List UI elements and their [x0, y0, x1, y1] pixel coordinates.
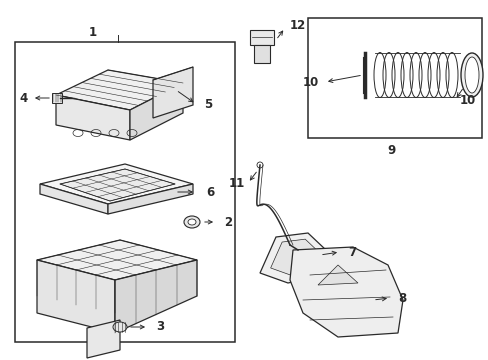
Bar — [253, 45, 269, 63]
Text: 4: 4 — [20, 91, 28, 104]
Text: 7: 7 — [347, 246, 355, 258]
Bar — [249, 30, 273, 45]
Text: 2: 2 — [224, 216, 232, 229]
Text: 1: 1 — [89, 26, 97, 39]
Ellipse shape — [183, 216, 200, 228]
Polygon shape — [56, 95, 130, 140]
Text: 10: 10 — [302, 76, 319, 89]
Polygon shape — [130, 83, 183, 140]
Polygon shape — [87, 320, 120, 358]
Polygon shape — [317, 265, 357, 285]
Text: 10: 10 — [459, 94, 475, 107]
Polygon shape — [56, 70, 183, 110]
Text: 11: 11 — [228, 176, 244, 189]
Text: 3: 3 — [156, 320, 164, 333]
Polygon shape — [37, 260, 115, 333]
Polygon shape — [37, 240, 197, 280]
Ellipse shape — [113, 322, 127, 332]
Polygon shape — [289, 247, 402, 337]
Bar — [307, 18, 481, 138]
Text: 5: 5 — [203, 98, 212, 111]
Polygon shape — [260, 233, 325, 283]
Text: 6: 6 — [205, 185, 214, 198]
Polygon shape — [153, 67, 193, 118]
Polygon shape — [270, 239, 318, 275]
Polygon shape — [108, 184, 193, 214]
Text: 8: 8 — [397, 292, 406, 305]
Ellipse shape — [187, 219, 196, 225]
Bar — [52, 93, 62, 103]
Polygon shape — [115, 260, 197, 333]
Polygon shape — [60, 169, 175, 201]
Ellipse shape — [460, 53, 482, 97]
Polygon shape — [40, 164, 193, 204]
Polygon shape — [40, 184, 108, 214]
Text: 12: 12 — [289, 18, 305, 32]
Bar — [15, 42, 235, 342]
Text: 9: 9 — [387, 144, 395, 157]
Ellipse shape — [464, 57, 478, 93]
